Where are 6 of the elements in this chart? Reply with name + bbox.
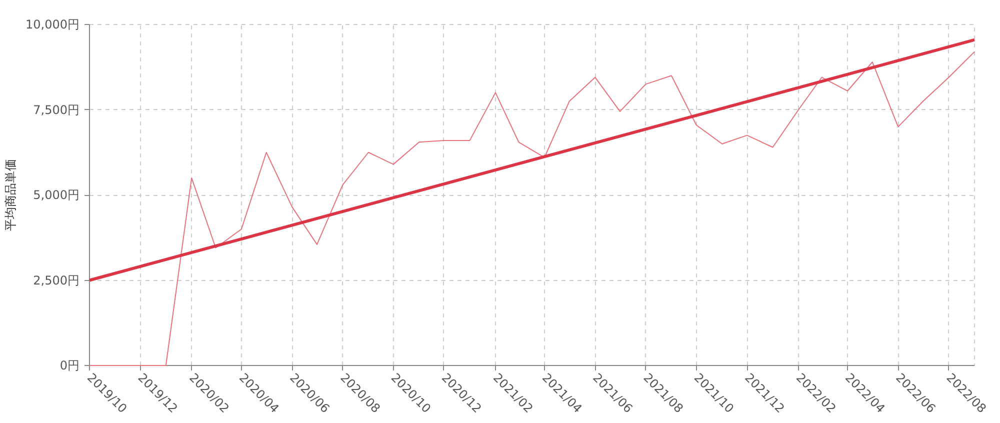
y-tick-label: 2,500円 (33, 273, 80, 288)
y-tick-label: 5,000円 (33, 188, 80, 202)
y-tick-label: 7,500円 (33, 102, 80, 117)
y-tick-label: 0円 (60, 358, 80, 372)
y-axis-title: 平均商品単価 (4, 159, 18, 231)
y-tick-label: 10,000円 (26, 18, 80, 32)
